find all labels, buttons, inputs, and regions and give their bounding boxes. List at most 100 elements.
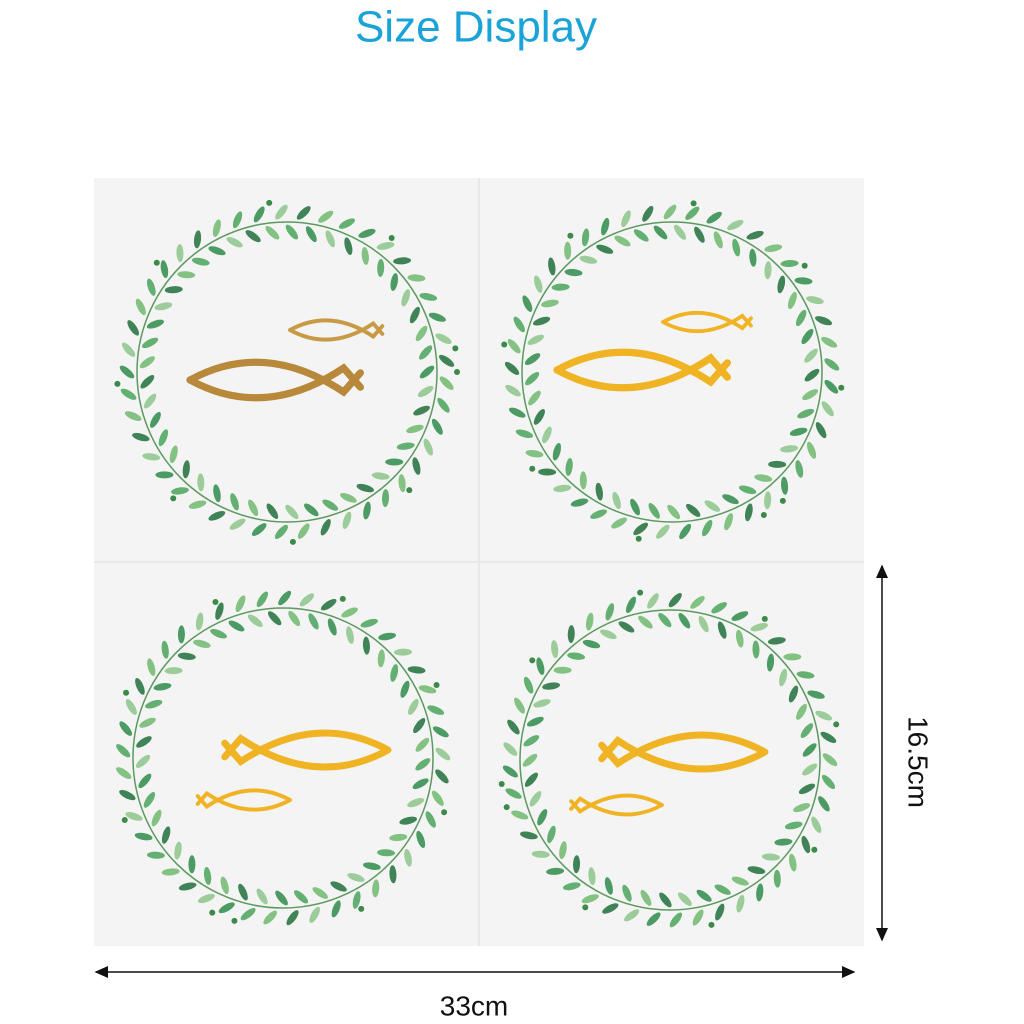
leaf [116,744,131,758]
leaf [822,753,838,767]
leaf [346,626,354,644]
leaf [633,522,649,536]
leaf [541,299,559,308]
leaf [381,489,390,508]
leaf [248,499,259,517]
leaf [342,511,352,529]
leaf [611,517,628,529]
leaf [588,867,596,886]
leaf [570,498,589,507]
leaf [142,453,161,461]
leaf [263,910,277,925]
leaf [278,590,292,606]
leaf [503,742,518,756]
leaf [401,289,411,307]
berry [838,384,845,391]
leaf [182,460,190,479]
leaf [622,884,632,902]
leaf [389,865,397,884]
leaf [795,309,807,327]
leaf [552,442,562,461]
leaf [505,788,522,799]
leaf [789,427,808,436]
leaf [378,632,397,641]
leaf [119,365,135,379]
leaf [267,611,282,626]
leaf [226,236,243,248]
leaf [210,628,227,639]
leaf [412,778,429,790]
leaf [595,482,603,501]
leaf [581,228,590,247]
leaf [756,883,764,902]
leaf [435,747,451,761]
leaf [531,850,550,858]
leaf [245,230,261,243]
leaf [318,210,334,223]
leaf [761,853,780,861]
leaf [717,621,727,639]
leaf [795,460,804,478]
leaf [581,894,599,904]
leaf [596,244,614,254]
leaf [553,484,572,493]
leaf [698,615,709,633]
leaf [767,637,786,645]
leaf [646,912,661,926]
leaf [253,206,265,223]
leaf [138,773,152,789]
leaf [119,790,136,801]
leaf [802,389,819,401]
leaf [399,816,417,825]
berry [690,200,697,207]
berry [170,495,177,502]
leaf [275,204,288,220]
leaf [797,408,815,419]
leaf [320,598,337,611]
leaf [551,640,559,659]
leaf [193,639,211,648]
leaf [417,385,434,398]
leaf [523,735,540,747]
leaf [396,442,415,450]
leaf [275,890,288,906]
leaf [802,743,817,757]
leaf [738,485,757,495]
leaf [428,312,446,322]
berry [406,487,413,494]
leaf [164,286,183,294]
leaf [432,726,449,738]
leaf [520,831,538,840]
leaf [178,882,197,891]
leaf [285,504,299,520]
leaf [525,371,540,386]
leaf [818,796,830,812]
leaf [625,596,637,614]
leaf [630,498,640,516]
leaf [679,523,692,540]
wreaths [114,199,845,928]
leaf [692,909,704,926]
leaf [228,620,245,632]
leaf [256,591,269,608]
leaf [722,494,739,505]
leaf [135,754,151,768]
leaf [247,614,263,628]
leaf [788,853,797,872]
leaf [161,868,180,876]
leaf [621,210,631,228]
leaf [727,219,744,231]
leaf [754,474,773,482]
leaf [331,900,341,918]
leaf [779,668,788,687]
leaf [804,368,820,382]
leaf [527,334,544,345]
berry [760,512,767,519]
berry [454,369,460,375]
leaf [815,316,833,326]
leaf [565,458,573,476]
leaf [161,640,169,659]
berry [582,904,589,911]
berry [567,232,574,239]
leaf [309,906,320,923]
